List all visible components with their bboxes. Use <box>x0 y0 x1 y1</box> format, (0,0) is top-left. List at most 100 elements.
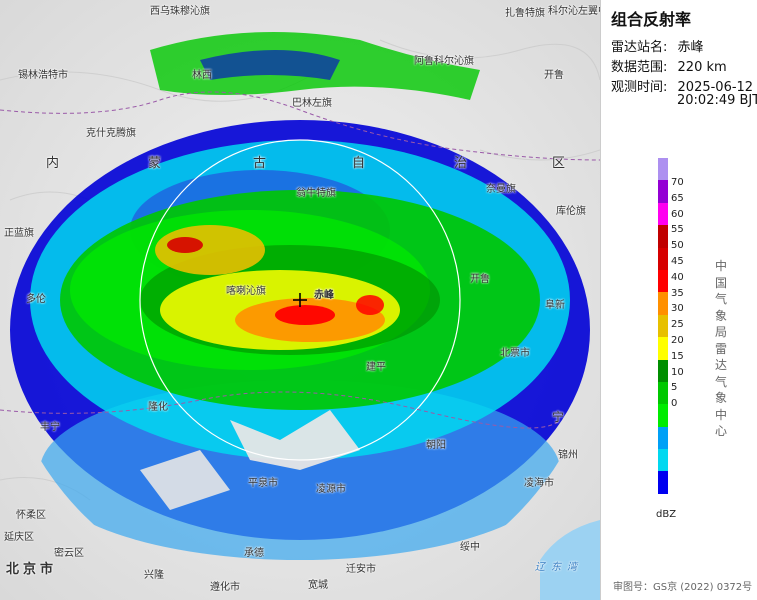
province-border-south <box>0 391 561 429</box>
legend-tick-label: 20 <box>671 335 684 346</box>
legend-swatch <box>658 381 668 405</box>
place-label: 翁牛特旗 <box>296 188 336 199</box>
legend-swatch <box>658 449 668 472</box>
review-number: 审图号：GS京 (2022) 0372号 <box>613 582 753 593</box>
place-label: 库伦旗 <box>556 206 586 217</box>
place-label: 阿鲁科尔沁旗 <box>414 56 474 67</box>
region-label: 内 <box>46 156 60 171</box>
place-label: 绥中 <box>460 542 480 553</box>
radar-map[interactable]: 内 蒙 古 自 治 区 辽东湾 西乌珠穆沁旗 扎鲁特旗 科尔沁左翼中旗 锡林浩特… <box>0 0 600 600</box>
time-row: 观测时间: 2025-06-12 <box>611 76 753 95</box>
place-label: 承德 <box>244 548 264 559</box>
range-ring <box>139 139 461 461</box>
region-label: 蒙 <box>148 156 162 171</box>
legend-tick-label: 10 <box>671 366 684 378</box>
place-label: 平泉市 <box>248 478 278 489</box>
time-clock: 20:02:49 BJT <box>677 93 757 108</box>
place-label: 延庆区 <box>4 532 34 543</box>
place-label: 开鲁 <box>544 70 564 81</box>
legend-swatch <box>658 404 668 427</box>
echo-red-nw <box>167 237 203 253</box>
sea-area <box>540 520 600 600</box>
legend-swatch <box>658 337 668 360</box>
legend-swatch <box>658 225 668 248</box>
place-label-capital: 北京市 <box>6 562 58 577</box>
place-label-station: 赤峰 <box>314 290 334 301</box>
legend-tick-label: 70 <box>671 177 684 188</box>
legend-unit: dBZ <box>656 509 677 520</box>
place-label: 隆化 <box>148 402 168 413</box>
place-label: 建平 <box>366 362 386 373</box>
region-label: 治 <box>454 156 468 171</box>
legend-swatch <box>658 359 668 382</box>
echo-north-blue <box>200 50 340 80</box>
place-label: 宽城 <box>308 580 328 591</box>
region-label: 古 <box>253 156 267 171</box>
range-label: 数据范围: <box>611 60 668 75</box>
legend-swatch <box>658 269 668 293</box>
dbz-color-legend <box>658 158 668 494</box>
range-value: 220 km <box>677 60 727 75</box>
station-value: 赤峰 <box>677 40 704 55</box>
panel-title: 组合反射率 <box>611 10 692 29</box>
radar-station-marker <box>293 293 307 307</box>
place-label: 迁安市 <box>346 564 376 575</box>
sea-label: 辽东湾 <box>535 562 583 573</box>
legend-tick-label: 0 <box>671 398 678 410</box>
place-label: 开鲁 <box>470 274 490 285</box>
place-label: 多伦 <box>26 294 46 305</box>
range-row: 数据范围: 220 km <box>611 56 727 75</box>
place-label: 凌海市 <box>524 478 554 489</box>
place-label: 阜新 <box>545 300 565 311</box>
region-label: 区 <box>552 156 566 171</box>
place-label: 凌源市 <box>316 484 346 495</box>
place-label: 锡林浩特市 <box>18 70 68 81</box>
legend-swatch <box>658 314 668 338</box>
station-row: 雷达站名: 赤峰 <box>611 36 704 55</box>
place-label: 遵化市 <box>210 582 240 593</box>
place-label: 扎鲁特旗 <box>505 8 545 19</box>
place-label: 林西 <box>192 70 212 81</box>
echo-red <box>275 305 335 325</box>
info-panel: 组合反射率 雷达站名: 赤峰 数据范围: 220 km 观测时间: 2025-0… <box>600 0 757 600</box>
legend-tick-label: 55 <box>671 224 684 236</box>
place-label: 朝阳 <box>426 440 446 451</box>
place-label: 西乌珠穆沁旗 <box>150 6 210 17</box>
legend-swatch <box>658 180 668 203</box>
place-label: 锦州 <box>558 450 578 461</box>
legend-swatch <box>658 202 668 226</box>
place-label: 巴林左旗 <box>292 98 332 109</box>
place-label: 奈曼旗 <box>486 184 516 195</box>
vertical-credit: 中国气象局雷达气象中心 <box>714 259 727 438</box>
legend-tick-label: 45 <box>671 256 684 267</box>
province-border-north <box>0 91 600 161</box>
place-label: 密云区 <box>54 548 84 559</box>
legend-tick-label: 25 <box>671 319 684 331</box>
time-label: 观测时间: <box>611 80 668 95</box>
legend-swatch <box>658 247 668 270</box>
echo-gap-southwest <box>140 450 230 510</box>
place-label: 兴隆 <box>144 570 164 581</box>
legend-tick-label: 15 <box>671 350 684 362</box>
place-label: 喀喇沁旗 <box>226 286 266 297</box>
time-date: 2025-06-12 <box>677 80 754 95</box>
place-label: 丰宁 <box>40 422 60 433</box>
legend-tick-label: 35 <box>671 287 684 299</box>
place-label: 正蓝旗 <box>4 228 34 239</box>
legend-tick-label: 60 <box>671 208 684 220</box>
legend-swatch <box>658 292 668 315</box>
legend-swatch <box>658 426 668 450</box>
place-label: 克什克腾旗 <box>86 128 136 139</box>
legend-tick-label: 30 <box>671 303 684 315</box>
legend-tick-label: 50 <box>671 240 684 252</box>
legend-tick-label: 5 <box>671 382 678 394</box>
region-label: 自 <box>352 156 366 171</box>
radar-map-graphics <box>0 0 600 600</box>
legend-swatch <box>658 158 668 181</box>
station-label: 雷达站名: <box>611 40 668 55</box>
echo-red-e <box>356 295 384 315</box>
legend-tick-label: 40 <box>671 271 684 283</box>
legend-tick-label: 65 <box>671 192 684 204</box>
place-label: 宁 <box>552 410 565 424</box>
place-label: 怀柔区 <box>16 510 46 521</box>
